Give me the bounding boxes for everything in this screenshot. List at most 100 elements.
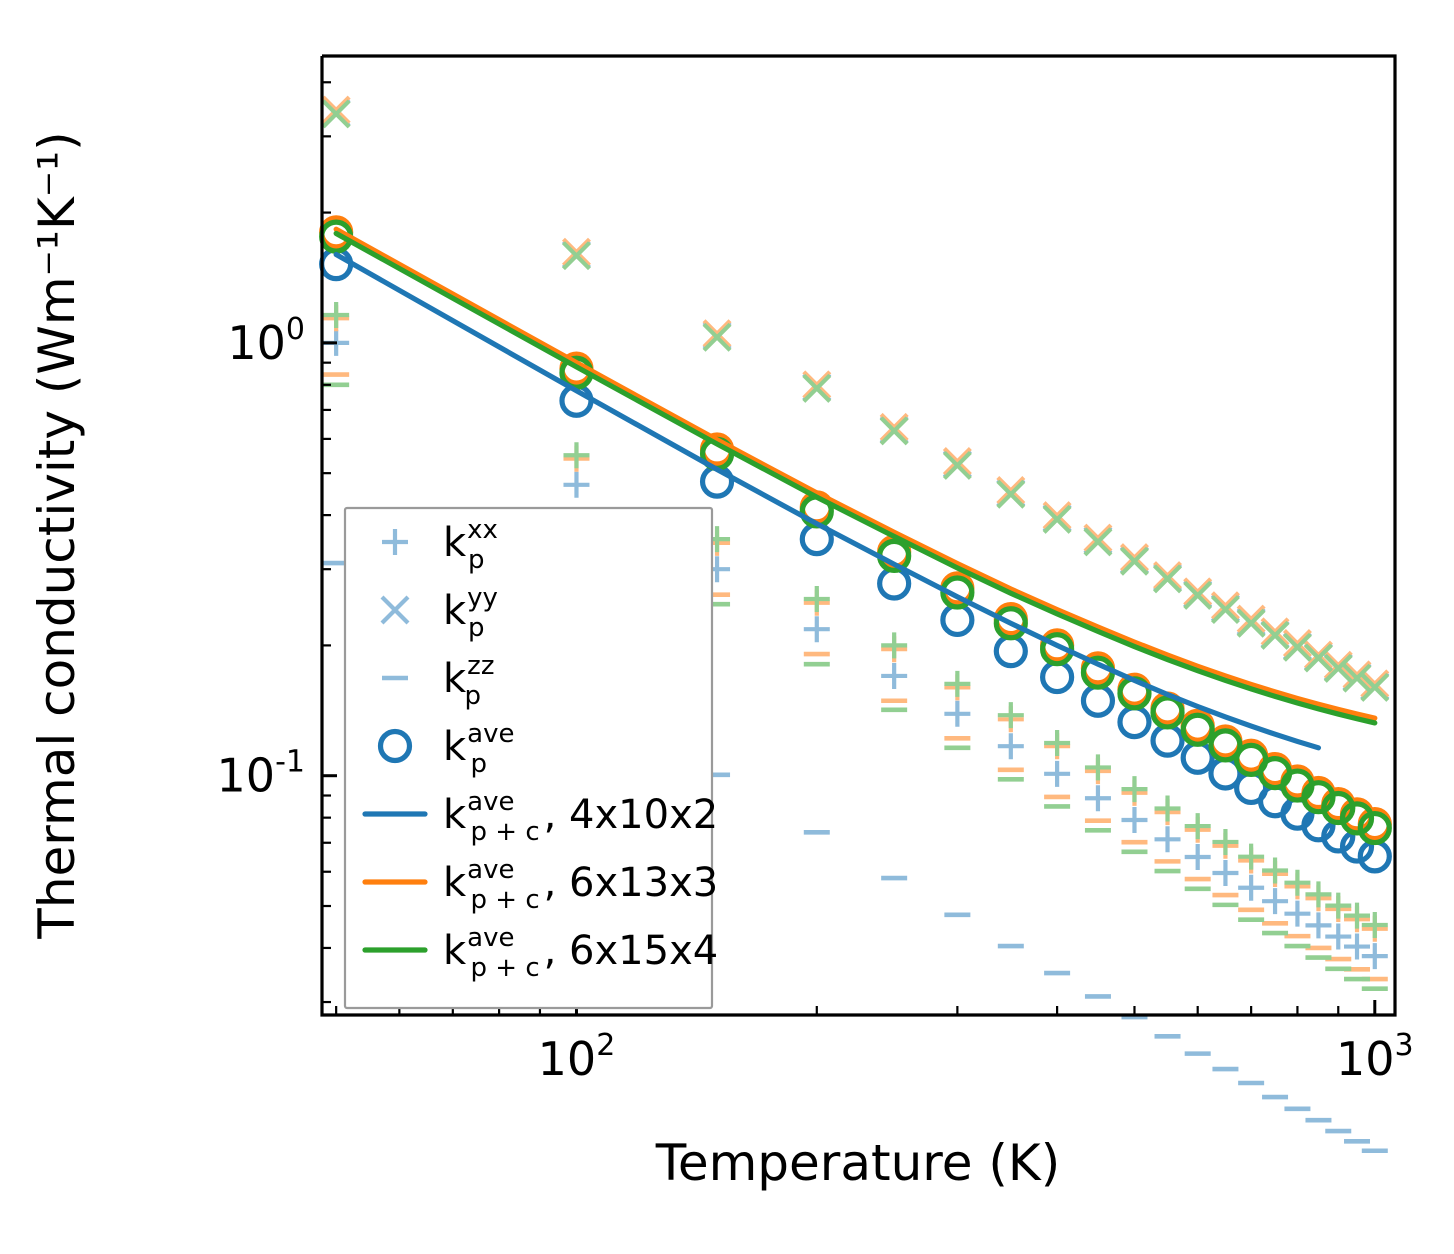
- data-marker: [323, 301, 350, 328]
- data-marker: [1183, 580, 1213, 610]
- data-marker: [881, 632, 908, 659]
- data-marker: [702, 322, 732, 352]
- data-marker: [1183, 577, 1213, 607]
- data-marker: [1150, 695, 1185, 730]
- data-marker: [879, 416, 909, 446]
- data-marker: [1042, 501, 1072, 531]
- legend-item-kappa-pc-ave-6x13x3[interactable]: kave p + c, 6x13x3: [362, 855, 718, 915]
- data-marker: [1121, 776, 1148, 803]
- data-marker: [1361, 943, 1388, 970]
- data-marker: [1040, 632, 1075, 667]
- data-marker: [1262, 888, 1289, 915]
- data-marker: [1119, 543, 1149, 573]
- data-marker: [321, 95, 351, 125]
- data-marker: [879, 412, 909, 442]
- data-marker: [1238, 843, 1265, 870]
- data-marker: [1262, 857, 1289, 884]
- data-marker: [561, 241, 591, 271]
- legend-item-kappa-p-yy[interactable]: kyy p: [380, 583, 498, 643]
- legend-item-kappa-pc-ave-6x15x4[interactable]: kave p + c, 6x15x4: [362, 923, 718, 983]
- series-kappa-pc-ave-6x15x4-: [333, 230, 1378, 726]
- legend-marker-swatch: [380, 595, 410, 625]
- x-tick-label: 103: [1336, 1028, 1414, 1086]
- data-marker: [1210, 595, 1240, 625]
- series-kappa-p-yy-6x13x3-: [321, 95, 1390, 699]
- data-marker: [563, 442, 590, 469]
- data-marker: [1361, 911, 1388, 938]
- data-marker: [1303, 643, 1333, 673]
- data-marker: [1282, 629, 1312, 659]
- legend-label: kave p + c, 4x10x2: [443, 787, 718, 847]
- legend-item-kappa-p-xx[interactable]: kxx p: [382, 515, 498, 575]
- y-tick-label: 10-1: [217, 745, 305, 803]
- data-marker: [1236, 608, 1266, 638]
- legend-item-kappa-p-zz[interactable]: kzz p: [382, 651, 494, 711]
- data-marker: [1360, 669, 1390, 699]
- data-marker: [942, 447, 972, 476]
- data-marker: [996, 475, 1026, 505]
- data-marker: [997, 733, 1024, 760]
- data-marker: [1184, 813, 1211, 840]
- plot-data-layer: [319, 95, 1392, 1154]
- data-marker: [563, 471, 590, 498]
- data-marker: [1184, 843, 1211, 870]
- data-marker: [1236, 604, 1266, 634]
- data-line: [333, 251, 1322, 751]
- legend-item-kappa-p-ave[interactable]: kave p: [377, 719, 515, 779]
- legend-label: kave p + c, 6x13x3: [443, 855, 718, 915]
- data-marker: [803, 586, 830, 613]
- data-marker: [1360, 672, 1390, 702]
- data-marker: [1321, 790, 1356, 826]
- series-kappa-pc-ave-6x13x3-: [333, 226, 1378, 721]
- legend-marker-swatch: [382, 529, 408, 555]
- data-marker: [702, 319, 732, 349]
- data-marker: [1305, 912, 1332, 939]
- x-tick-label: 102: [538, 1028, 616, 1086]
- data-marker: [1084, 754, 1111, 781]
- data-marker: [1212, 859, 1239, 886]
- data-marker: [1154, 795, 1181, 822]
- legend-label: kave p + c, 6x15x4: [443, 923, 718, 983]
- data-marker: [1344, 933, 1371, 960]
- data-marker: [1119, 546, 1149, 576]
- data-marker: [1323, 653, 1353, 683]
- data-marker: [1083, 523, 1113, 553]
- data-marker: [1325, 923, 1352, 950]
- data-marker: [1210, 591, 1240, 621]
- data-marker: [942, 450, 972, 480]
- data-marker: [996, 479, 1026, 509]
- data-marker: [1084, 785, 1111, 812]
- data-marker: [1153, 564, 1183, 594]
- legend-marker-swatch: [377, 728, 413, 764]
- legend-group[interactable]: kxx p kyy p kzz p kave p kave p + c, 4x10x2 kave p …: [343, 506, 718, 1010]
- series-kappa-p-yy-6x15x4-: [321, 99, 1390, 702]
- data-marker: [1260, 620, 1290, 650]
- data-marker: [1303, 640, 1333, 670]
- data-marker: [993, 606, 1028, 641]
- data-marker: [321, 99, 351, 129]
- legend-label: kzz p: [443, 651, 494, 711]
- data-marker: [1153, 561, 1183, 591]
- data-marker: [944, 670, 971, 697]
- data-marker: [1344, 902, 1371, 929]
- data-marker: [803, 616, 830, 643]
- data-marker: [1339, 801, 1375, 836]
- data-marker: [1238, 874, 1265, 901]
- x-axis-label: Temperature (K): [655, 1134, 1060, 1192]
- data-marker: [1284, 900, 1311, 927]
- data-marker: [1121, 807, 1148, 834]
- data-marker: [1325, 892, 1352, 919]
- legend-item-kappa-pc-ave-4x10x2[interactable]: kave p + c, 4x10x2: [362, 787, 718, 847]
- data-marker: [881, 662, 908, 689]
- plot-frame: [320, 54, 1397, 1017]
- data-marker: [1323, 650, 1353, 680]
- data-marker: [1342, 660, 1372, 690]
- data-marker: [1180, 712, 1215, 747]
- data-marker: [1044, 760, 1071, 787]
- series-kappa-p-xx-6x15x4-: [323, 301, 1388, 938]
- data-marker: [940, 575, 975, 610]
- data-marker: [561, 237, 591, 267]
- y-tick-label: 100: [227, 312, 305, 370]
